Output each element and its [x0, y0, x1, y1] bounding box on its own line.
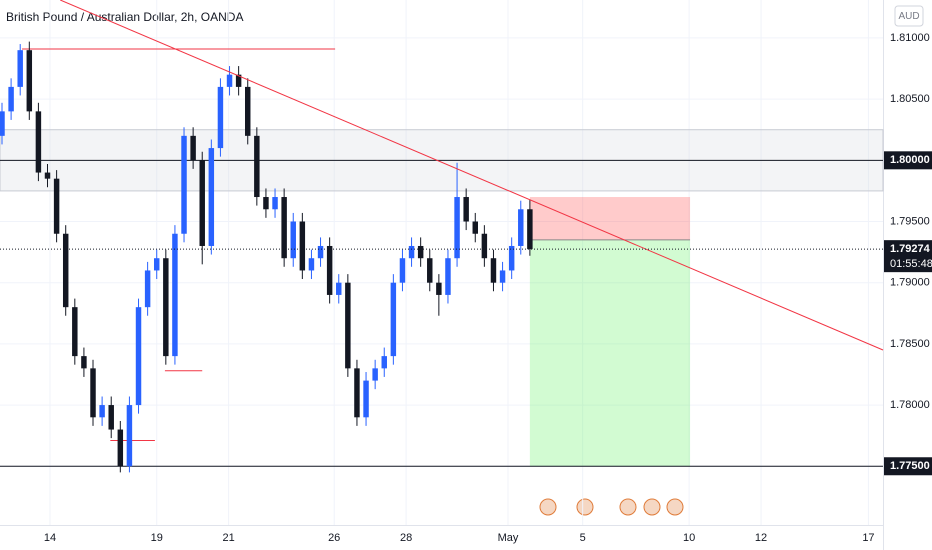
candle-body: [408, 245, 415, 259]
candle-body: [299, 221, 306, 271]
candle-body: [81, 356, 87, 369]
level-label-box: [884, 457, 932, 476]
candle-body: [472, 221, 478, 234]
candle-body: [272, 197, 278, 210]
candle-body: [463, 197, 469, 222]
x-tick-label: 12: [755, 532, 767, 544]
candle-body: [308, 258, 315, 271]
candle-body: [372, 368, 378, 381]
x-tick-label: 21: [222, 532, 234, 544]
x-tick-label: May: [498, 532, 519, 544]
y-tick-label: 1.78500: [890, 338, 930, 350]
candle-body: [490, 258, 497, 283]
candle-body: [144, 270, 151, 308]
candle-body: [62, 233, 69, 308]
candle-body: [181, 135, 187, 234]
candle-body: [90, 368, 96, 418]
candle-body: [290, 221, 296, 259]
candle-body: [163, 258, 169, 357]
candle-body: [354, 368, 360, 418]
candle-body: [417, 245, 424, 259]
currency-label: AUD: [898, 11, 919, 22]
candle-body: [499, 270, 506, 283]
candle-body: [436, 282, 442, 295]
candle-body: [208, 148, 215, 246]
candle-body: [481, 233, 488, 259]
candle-body: [35, 111, 42, 173]
target-zone: [529, 239, 691, 467]
countdown: 01:55:48: [890, 258, 932, 270]
stop-zone: [529, 197, 691, 240]
candle-body: [44, 172, 51, 179]
x-tick-label: 28: [400, 532, 412, 544]
x-tick-label: 5: [580, 532, 586, 544]
candle-body: [245, 86, 251, 136]
candle-body: [117, 429, 124, 467]
y-tick-label: 1.80000: [890, 154, 930, 166]
candle-body: [72, 307, 78, 357]
last-price-label: 1.79274: [890, 243, 931, 255]
candle-body: [99, 405, 105, 418]
candle-body: [345, 282, 351, 369]
candle-body: [427, 258, 433, 283]
x-tick-label: 26: [328, 532, 340, 544]
y-tick-label: 1.81000: [890, 32, 930, 44]
candle-body: [518, 209, 524, 246]
x-tick-label: 17: [862, 532, 874, 544]
candle-body: [135, 307, 142, 406]
candle-body: [317, 245, 324, 259]
candle-body: [445, 258, 451, 295]
candle-body: [326, 245, 333, 295]
candle-body: [53, 178, 60, 234]
x-tick-label: 10: [683, 532, 695, 544]
candle-body: [190, 135, 196, 161]
y-tick-label: 1.78000: [890, 399, 930, 411]
currency-badge[interactable]: [894, 5, 924, 27]
candle-body: [390, 282, 397, 357]
candle-body: [508, 245, 515, 271]
y-tick-label: 1.79500: [890, 215, 930, 227]
candle-body: [399, 258, 406, 283]
trendline: [60, 0, 884, 351]
candle-body: [8, 86, 14, 112]
candle-body: [254, 135, 260, 198]
candle-body: [527, 209, 533, 250]
level-label-box: [884, 151, 932, 170]
y-tick-label: 1.77500: [890, 460, 930, 472]
y-tick-label: 1.79000: [890, 277, 930, 289]
candle-body: [26, 50, 33, 112]
candle-body: [172, 233, 178, 357]
candle-body: [263, 197, 269, 210]
candle-body: [226, 74, 233, 87]
candle-body: [126, 405, 133, 467]
candle-body: [381, 356, 387, 369]
candle-body: [336, 282, 342, 295]
candle-body: [217, 86, 224, 149]
candle-body: [235, 74, 242, 87]
candle-body: [363, 380, 369, 418]
candle-body: [153, 258, 160, 271]
candle-body: [199, 160, 205, 246]
candle-body: [108, 405, 114, 430]
x-tick-label: 14: [44, 532, 56, 544]
event-icons: [539, 498, 684, 516]
chart-title: British Pound / Australian Dollar, 2h, O…: [6, 10, 243, 24]
candle-body: [454, 197, 460, 259]
last-price-box: [884, 240, 932, 273]
x-tick-label: 19: [151, 532, 163, 544]
y-tick-label: 1.80500: [890, 93, 930, 105]
candle-body: [17, 50, 23, 87]
candle-body: [0, 111, 5, 136]
candle-body: [281, 197, 287, 259]
